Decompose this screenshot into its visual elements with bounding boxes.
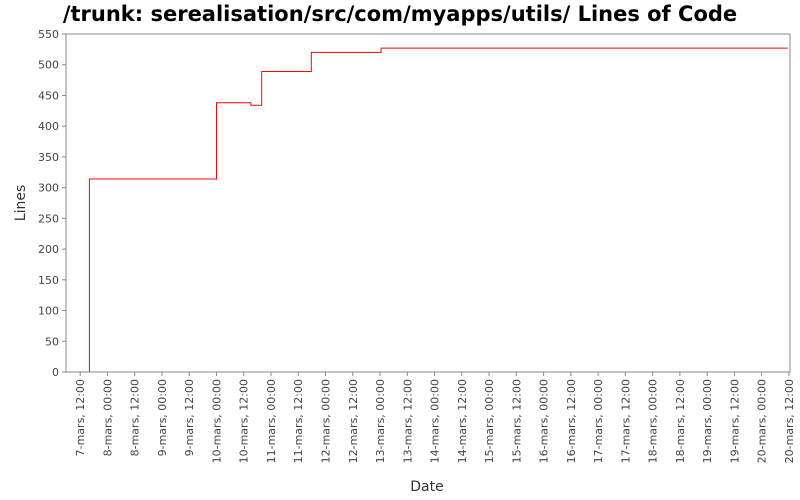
y-tick-label: 50 xyxy=(45,335,59,348)
x-tick-label: 13-mars, 12:00 xyxy=(401,379,414,463)
x-tick-label: 15-mars, 00:00 xyxy=(483,379,496,463)
x-tick-label: 8-mars, 00:00 xyxy=(101,379,114,456)
series-layer xyxy=(88,47,788,372)
x-tick-label: 14-mars, 00:00 xyxy=(429,379,442,463)
y-tick-label: 0 xyxy=(52,366,59,379)
x-tick-label: 17-mars, 00:00 xyxy=(592,379,605,463)
x-tick-label: 18-mars, 12:00 xyxy=(674,379,687,463)
y-tick-label: 300 xyxy=(38,182,59,195)
x-tick-label: 19-mars, 12:00 xyxy=(728,379,741,463)
y-tick-label: 400 xyxy=(38,120,59,133)
x-tick-label: 9-mars, 00:00 xyxy=(156,379,169,456)
y-axis-title: Lines xyxy=(13,185,29,221)
x-tick-label: 20-mars, 12:00 xyxy=(783,379,796,463)
x-tick-label: 11-mars, 12:00 xyxy=(292,379,305,463)
y-tick-label: 200 xyxy=(38,243,59,256)
x-tick-label: 19-mars, 00:00 xyxy=(701,379,714,463)
x-tick-label: 13-mars, 00:00 xyxy=(374,379,387,463)
x-tick-label: 8-mars, 12:00 xyxy=(129,379,142,456)
x-tick-label: 10-mars, 00:00 xyxy=(210,379,223,463)
y-tick-label: 150 xyxy=(38,274,59,287)
x-tick-label: 17-mars, 12:00 xyxy=(619,379,632,463)
x-tick-label: 12-mars, 12:00 xyxy=(347,379,360,463)
series-line-lines xyxy=(88,47,788,372)
y-axis: 0 50 100 150 200 250 300 350 400 450 500 550 xyxy=(38,28,66,379)
y-tick-label: 450 xyxy=(38,89,59,102)
y-tick-label: 100 xyxy=(38,305,59,318)
x-tick-label: 14-mars, 12:00 xyxy=(456,379,469,463)
x-tick-label: 10-mars, 12:00 xyxy=(238,379,251,463)
x-tick-label: 18-mars, 00:00 xyxy=(647,379,660,463)
plot-area xyxy=(65,33,791,373)
y-tick-label: 500 xyxy=(38,59,59,72)
y-tick-label: 350 xyxy=(38,151,59,164)
y-tick-label: 250 xyxy=(38,212,59,225)
x-tick-label: 15-mars, 12:00 xyxy=(510,379,523,463)
x-tick-label: 11-mars, 00:00 xyxy=(265,379,278,463)
x-tick-label: 12-mars, 00:00 xyxy=(320,379,333,463)
x-tick-label: 20-mars, 00:00 xyxy=(756,379,769,463)
x-tick-label: 16-mars, 12:00 xyxy=(565,379,578,463)
x-axis: 7-mars, 12:00 8-mars, 00:00 8-mars, 12:00 9… xyxy=(74,372,796,463)
x-tick-label: 7-mars, 12:00 xyxy=(74,379,87,456)
x-tick-label: 9-mars, 12:00 xyxy=(183,379,196,456)
x-tick-label: 16-mars, 00:00 xyxy=(538,379,551,463)
x-axis-title: Date xyxy=(410,479,443,495)
y-tick-label: 550 xyxy=(38,28,59,41)
chart-title: /trunk: serealisation/src/com/myapps/uti… xyxy=(63,2,737,26)
